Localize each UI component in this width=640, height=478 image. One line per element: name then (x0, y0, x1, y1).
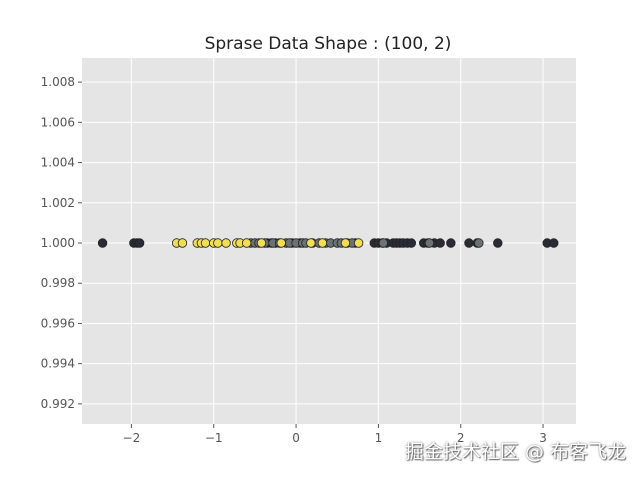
y-tick-label: 0.996 (41, 316, 75, 330)
scatter-point (378, 238, 389, 248)
scatter-point (97, 238, 108, 248)
scatter-point (435, 238, 445, 248)
y-tick-label: 1.006 (41, 115, 75, 129)
scatter-point (424, 238, 435, 248)
scatter-point (221, 238, 231, 248)
scatter-point (200, 238, 211, 248)
y-tick-label: 0.998 (41, 276, 75, 290)
x-tick-label: −2 (123, 431, 141, 445)
scatter-point (446, 238, 456, 248)
scatter-point (134, 238, 145, 248)
y-tick-label: 1.008 (41, 75, 75, 89)
chart-title: Sprase Data Shape : (100, 2) (205, 34, 452, 54)
scatter-point (213, 238, 223, 248)
scatter-point (406, 238, 417, 248)
data-points (97, 238, 559, 248)
x-tick-label: 0 (292, 431, 300, 445)
scatter-point (317, 238, 328, 248)
scatter-point (306, 238, 316, 248)
scatter-point (256, 238, 267, 248)
scatter-point (474, 238, 484, 248)
scatter-point (353, 238, 364, 248)
y-tick-label: 0.992 (41, 397, 75, 411)
y-tick-label: 0.994 (41, 357, 75, 371)
x-tick-label: 2 (457, 431, 465, 445)
y-tick-label: 1.004 (41, 156, 75, 170)
watermark: 掘金技术社区 @ 布客飞龙 (404, 441, 626, 463)
scatter-point (276, 238, 286, 248)
scatter-point (493, 238, 503, 248)
x-tick-label: −1 (205, 431, 223, 445)
scatter-point (340, 238, 351, 248)
scatter-point (549, 238, 559, 248)
y-tick-label: 1.000 (41, 236, 75, 250)
scatter-point (241, 238, 252, 248)
scatter-point (464, 238, 474, 248)
x-tick-label: 3 (539, 431, 547, 445)
y-axis-ticks: 0.992 0.994 0.996 0.998 1.000 1.002 1.004 1.006… (41, 75, 82, 411)
y-tick-label: 1.002 (41, 196, 75, 210)
x-tick-label: 1 (375, 431, 383, 445)
x-axis-ticks: −2 −1 0 1 2 3 (123, 424, 547, 445)
scatter-point (177, 238, 188, 248)
